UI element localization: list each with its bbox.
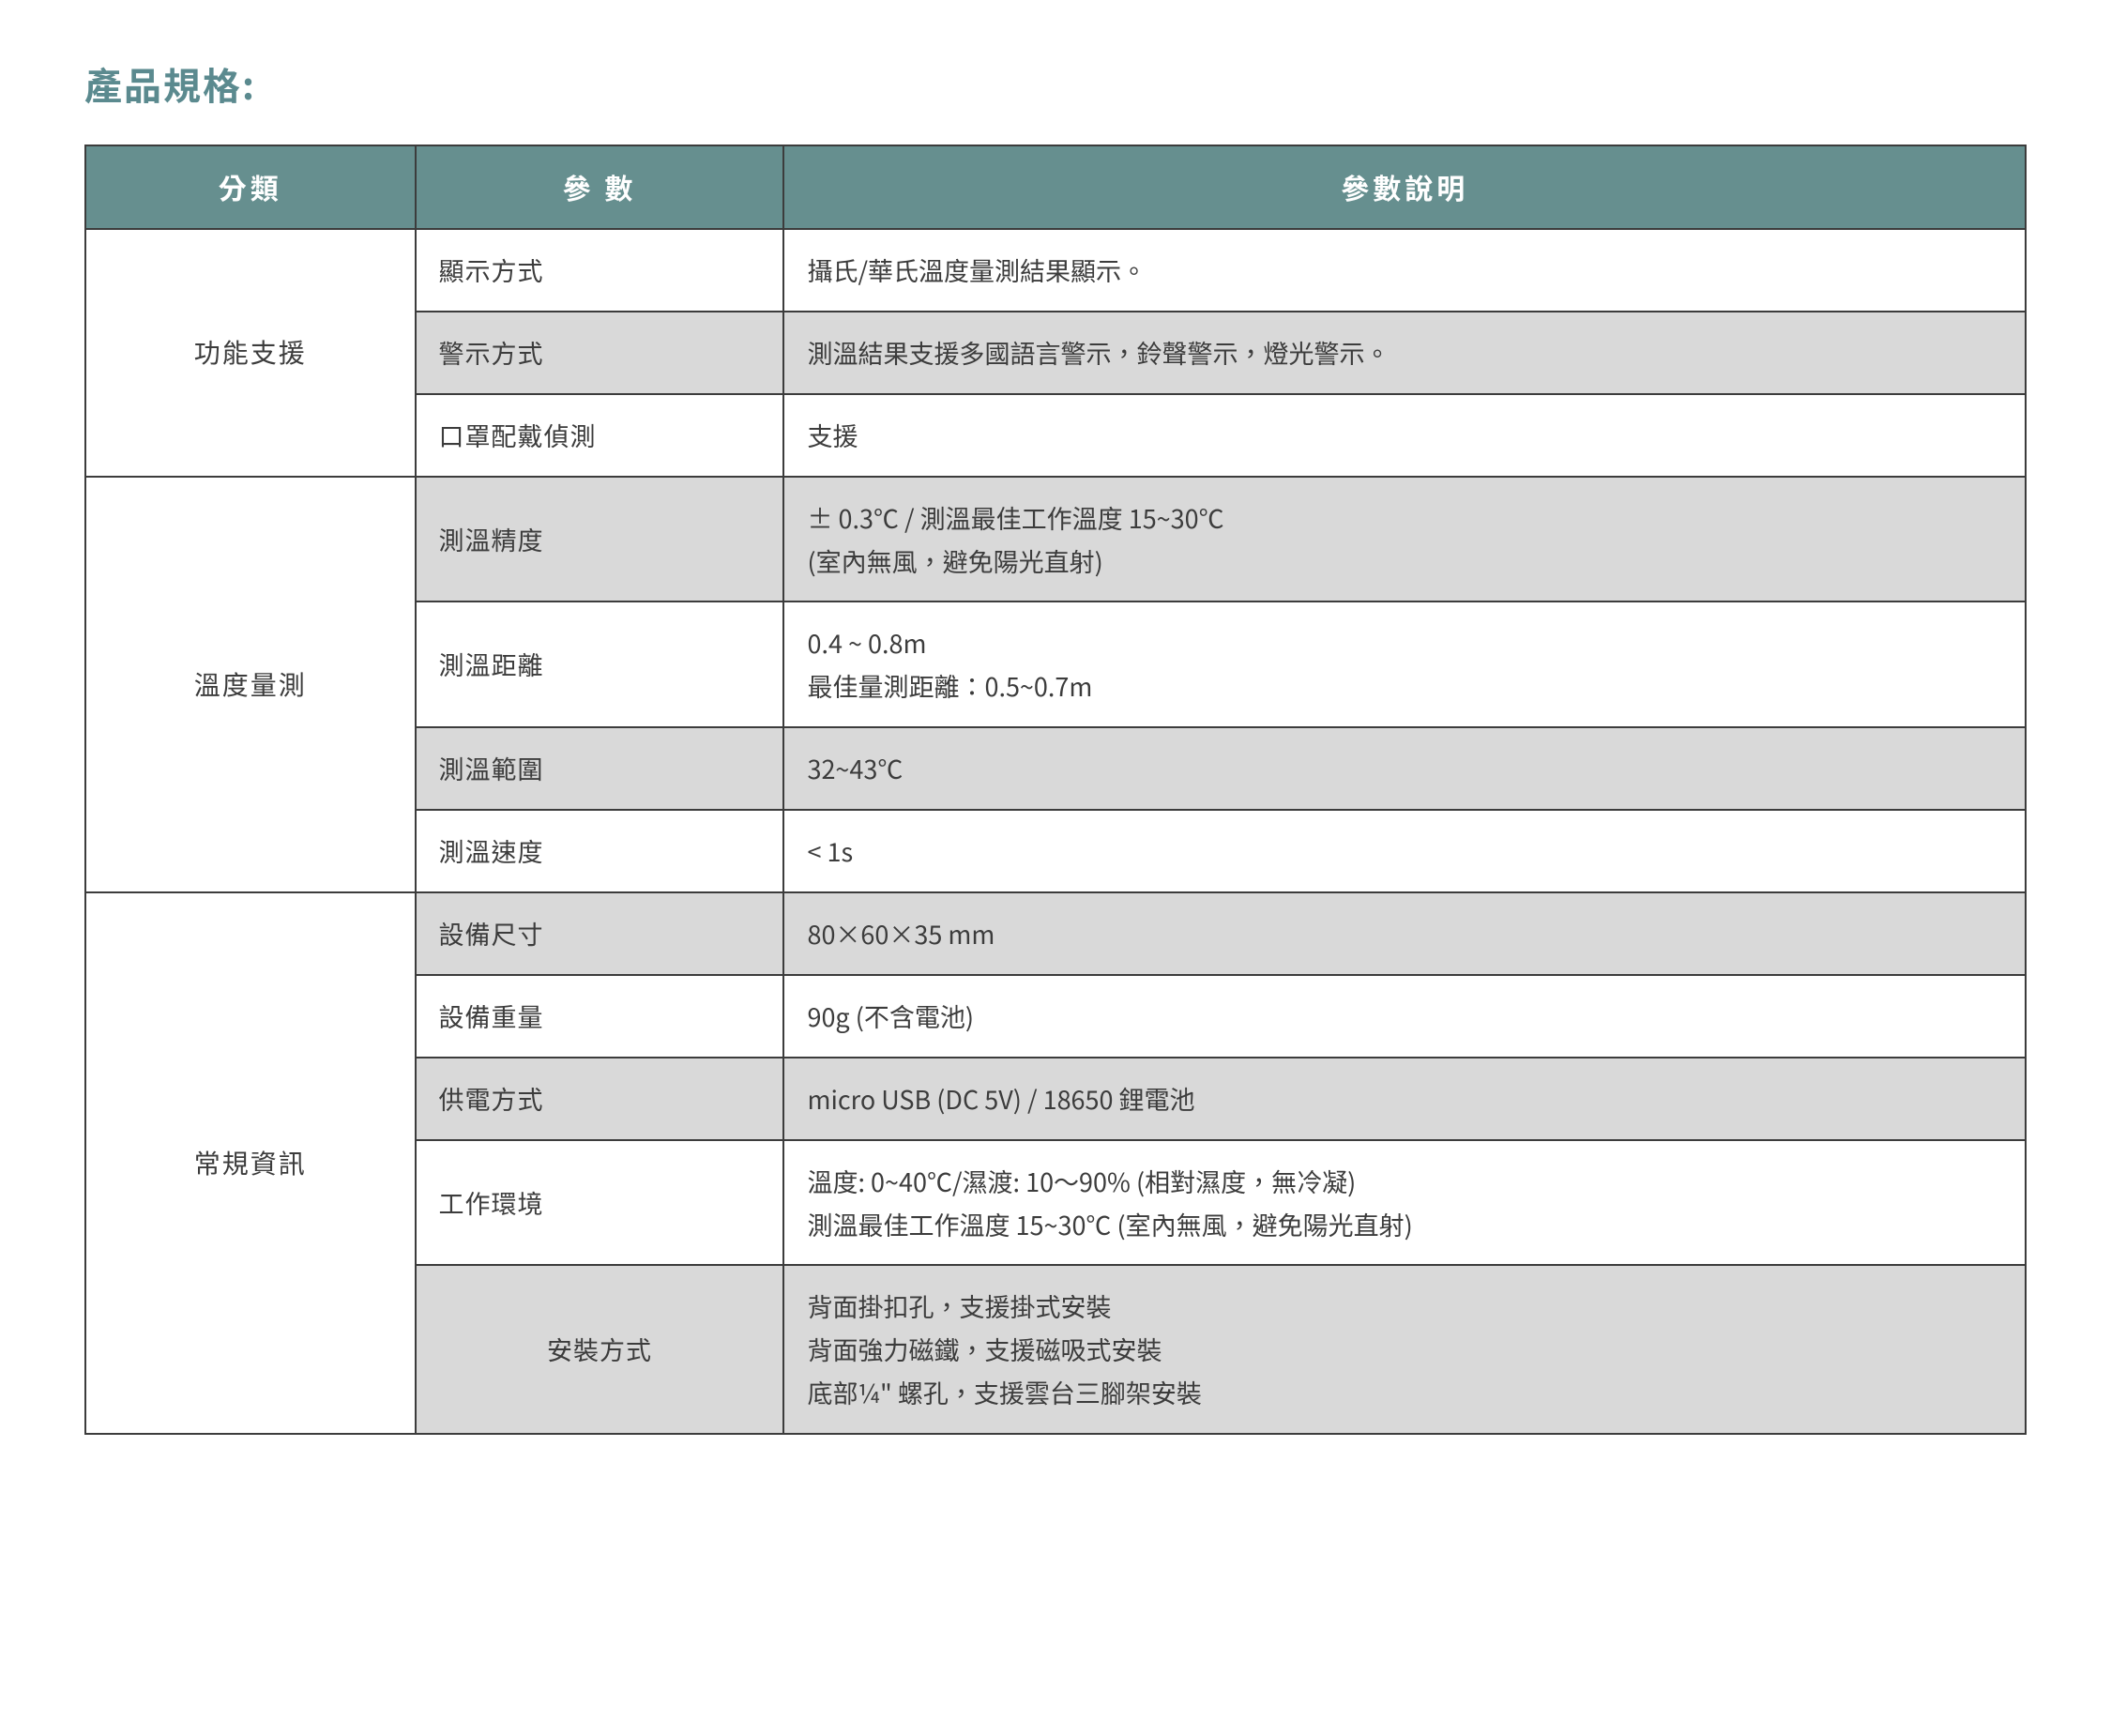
desc-cell: 支援 <box>783 394 2026 477</box>
param-cell: 設備尺寸 <box>416 892 784 975</box>
col-header-category: 分類 <box>85 145 416 229</box>
table-row: 常規資訊設備尺寸80×60×35 mm <box>85 892 2026 975</box>
param-cell: 口罩配戴偵測 <box>416 394 784 477</box>
spec-table: 分類 參 數 參數說明 功能支援顯示方式攝氏/華氏溫度量測結果顯示。警示方式測溫… <box>84 145 2027 1435</box>
desc-cell: 90g (不含電池) <box>783 975 2026 1058</box>
page-title: 產品規格: <box>84 56 2027 111</box>
table-row: 功能支援顯示方式攝氏/華氏溫度量測結果顯示。 <box>85 229 2026 312</box>
desc-cell: 32~43℃ <box>783 727 2026 810</box>
category-cell: 常規資訊 <box>85 892 416 1434</box>
param-cell: 測溫精度 <box>416 477 784 602</box>
desc-cell: 背面掛扣孔，支援掛式安裝背面強力磁鐵，支援磁吸式安裝底部¼" 螺孔，支援雲台三腳… <box>783 1265 2026 1434</box>
desc-cell: 溫度: 0~40℃/濕渡: 10～90% (相對濕度，無冷凝)測溫最佳工作溫度 … <box>783 1140 2026 1266</box>
param-cell: 供電方式 <box>416 1058 784 1140</box>
param-cell: 安裝方式 <box>416 1265 784 1434</box>
desc-cell: < 1s <box>783 810 2026 892</box>
param-cell: 測溫距離 <box>416 602 784 727</box>
param-cell: 工作環境 <box>416 1140 784 1266</box>
desc-cell: 攝氏/華氏溫度量測結果顯示。 <box>783 229 2026 312</box>
param-cell: 顯示方式 <box>416 229 784 312</box>
param-cell: 測溫範圍 <box>416 727 784 810</box>
table-header-row: 分類 參 數 參數說明 <box>85 145 2026 229</box>
param-cell: 測溫速度 <box>416 810 784 892</box>
desc-cell: micro USB (DC 5V) / 18650 鋰電池 <box>783 1058 2026 1140</box>
desc-cell: ± 0.3℃ / 測溫最佳工作溫度 15~30℃(室內無風，避免陽光直射) <box>783 477 2026 602</box>
param-cell: 警示方式 <box>416 312 784 394</box>
desc-cell: 80×60×35 mm <box>783 892 2026 975</box>
col-header-desc: 參數說明 <box>783 145 2026 229</box>
category-cell: 溫度量測 <box>85 477 416 892</box>
col-header-param: 參 數 <box>416 145 784 229</box>
param-cell: 設備重量 <box>416 975 784 1058</box>
desc-cell: 0.4 ~ 0.8m最佳量測距離：0.5~0.7m <box>783 602 2026 727</box>
desc-cell: 測溫結果支援多國語言警示，鈴聲警示，燈光警示。 <box>783 312 2026 394</box>
table-row: 溫度量測測溫精度± 0.3℃ / 測溫最佳工作溫度 15~30℃(室內無風，避免… <box>85 477 2026 602</box>
category-cell: 功能支援 <box>85 229 416 477</box>
